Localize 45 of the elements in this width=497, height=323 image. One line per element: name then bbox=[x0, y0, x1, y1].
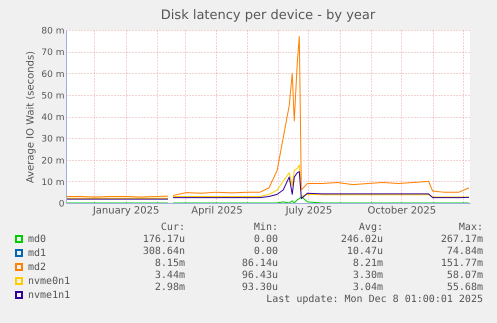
y-tick-label: 50 m bbox=[41, 91, 64, 102]
text: 2.98m bbox=[154, 282, 185, 293]
text: Max: bbox=[458, 222, 483, 233]
legend-label: md1 bbox=[28, 248, 46, 259]
x-tick-label: July 2025 bbox=[284, 206, 332, 216]
y-tick-label: 10 m bbox=[41, 178, 64, 188]
text: 3.04m bbox=[352, 282, 383, 293]
x-tick-label: October 2025 bbox=[367, 206, 436, 216]
y-tick-label: 30 m bbox=[41, 134, 64, 145]
text: 0.00 bbox=[254, 234, 278, 245]
text: 151.77m bbox=[440, 258, 483, 269]
text: 0.00 bbox=[254, 246, 278, 257]
text: 58.07m bbox=[446, 270, 483, 281]
y-tick-label: 60 m bbox=[41, 70, 64, 80]
y-tick-label: 0 bbox=[58, 200, 65, 210]
legend-label: md0 bbox=[28, 234, 46, 245]
y-tick-label: 20 m bbox=[41, 156, 64, 166]
chart-title: Disk latency per device - by year bbox=[160, 8, 376, 23]
text: 86.14u bbox=[242, 258, 278, 269]
text: 8.21m bbox=[352, 258, 383, 269]
text: 55.68m bbox=[446, 282, 483, 293]
text: Min: bbox=[254, 222, 278, 233]
text: 93.30u bbox=[242, 282, 278, 293]
y-tick-label: 70 m bbox=[41, 48, 64, 58]
text: 74.84m bbox=[446, 246, 483, 257]
y-tick-label: 80 m bbox=[41, 26, 64, 36]
text: 246.02u bbox=[340, 234, 383, 245]
text: 96.43u bbox=[242, 270, 278, 281]
legend-label: nvme1n1 bbox=[28, 290, 70, 301]
text: 8.15m bbox=[154, 258, 185, 269]
y-tick-label: 40 m bbox=[41, 113, 64, 123]
text: Avg: bbox=[358, 222, 383, 233]
text: Cur: bbox=[160, 222, 185, 233]
y-axis-title: Average IO Wait (seconds) bbox=[25, 50, 36, 184]
text: 3.30m bbox=[352, 270, 383, 281]
text: Last update: Mon Dec 8 01:00:01 2025 bbox=[266, 294, 483, 305]
text: 308.64n bbox=[142, 246, 185, 257]
text: 10.47u bbox=[346, 246, 383, 257]
text: 267.17m bbox=[440, 234, 483, 245]
x-tick-label: April 2025 bbox=[191, 206, 243, 216]
x-tick-label: January 2025 bbox=[92, 206, 160, 216]
legend-label: md2 bbox=[28, 262, 46, 273]
text: 3.44m bbox=[154, 270, 185, 281]
text: 176.17u bbox=[142, 234, 185, 245]
legend-label: nvme0n1 bbox=[28, 276, 70, 287]
